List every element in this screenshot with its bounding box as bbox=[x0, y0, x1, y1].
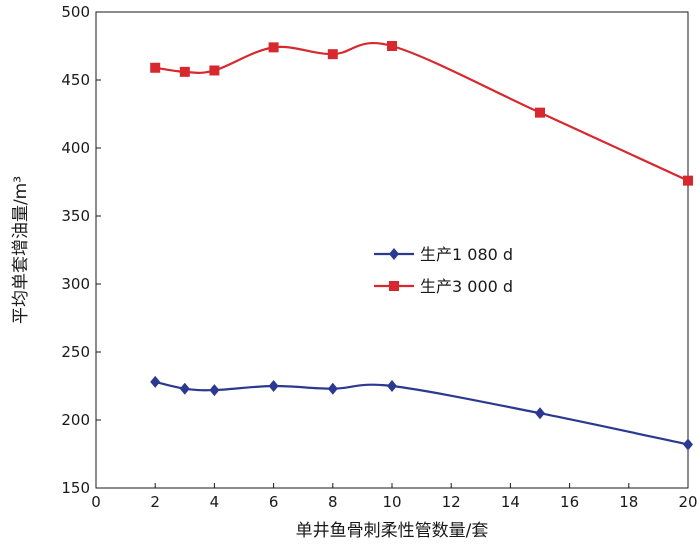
data-point bbox=[179, 66, 190, 77]
data-point bbox=[683, 175, 693, 186]
x-tick-label: 14 bbox=[501, 493, 520, 511]
series-layer bbox=[150, 41, 693, 451]
y-tick-label: 450 bbox=[61, 71, 90, 89]
y-tick-label: 200 bbox=[61, 411, 90, 429]
series-line bbox=[155, 41, 689, 182]
legend-item-1: 生产1 080 d bbox=[374, 245, 513, 264]
data-point bbox=[387, 380, 397, 392]
data-point bbox=[209, 384, 220, 397]
data-point bbox=[327, 382, 338, 395]
data-point bbox=[535, 107, 545, 118]
data-point bbox=[535, 407, 545, 420]
y-tick-label: 400 bbox=[61, 139, 90, 157]
legend: 生产1 080 d 生产3 000 d bbox=[374, 245, 513, 296]
x-tick-label: 20 bbox=[678, 493, 697, 511]
x-axis-title: 单井鱼骨刺柔性管数量/套 bbox=[296, 521, 489, 541]
axes: 150 200 250 300 350 400 450 500 0 2 4 6 8 10 12 14 16 18 2… bbox=[61, 3, 697, 511]
data-point bbox=[268, 42, 279, 53]
y-tick-label: 250 bbox=[61, 343, 90, 361]
series-1 bbox=[150, 375, 693, 451]
y-axis-title: 平均单套增油量/m³ bbox=[11, 176, 31, 324]
legend-label: 生产1 080 d bbox=[420, 245, 513, 264]
data-point bbox=[683, 438, 693, 451]
series-2 bbox=[150, 41, 693, 186]
legend-label: 生产3 000 d bbox=[420, 277, 513, 296]
data-point bbox=[179, 382, 190, 395]
data-point bbox=[327, 49, 338, 60]
legend-item-2: 生产3 000 d bbox=[374, 277, 513, 296]
x-tick-label: 12 bbox=[442, 493, 461, 511]
y-tick-label: 500 bbox=[61, 3, 90, 21]
x-tick-label: 4 bbox=[210, 493, 220, 511]
y-tick-label: 300 bbox=[61, 275, 90, 293]
data-point bbox=[209, 65, 220, 76]
y-tick-label: 350 bbox=[61, 207, 90, 225]
data-point bbox=[150, 62, 161, 73]
data-point bbox=[387, 41, 397, 51]
y-tick-label: 150 bbox=[61, 479, 90, 497]
data-point bbox=[150, 375, 161, 388]
x-tick-label: 6 bbox=[269, 493, 279, 511]
series-line bbox=[154, 380, 689, 446]
legend-marker bbox=[389, 281, 399, 291]
legend-marker bbox=[389, 248, 399, 260]
x-tick-label: 2 bbox=[150, 493, 160, 511]
x-tick-label: 18 bbox=[619, 493, 638, 511]
x-tick-label: 16 bbox=[560, 493, 579, 511]
x-tick-label: 0 bbox=[91, 493, 101, 511]
x-tick-label: 8 bbox=[328, 493, 338, 511]
x-tick-label: 10 bbox=[382, 493, 401, 511]
plot-frame bbox=[95, 11, 689, 489]
data-point bbox=[268, 380, 279, 392]
